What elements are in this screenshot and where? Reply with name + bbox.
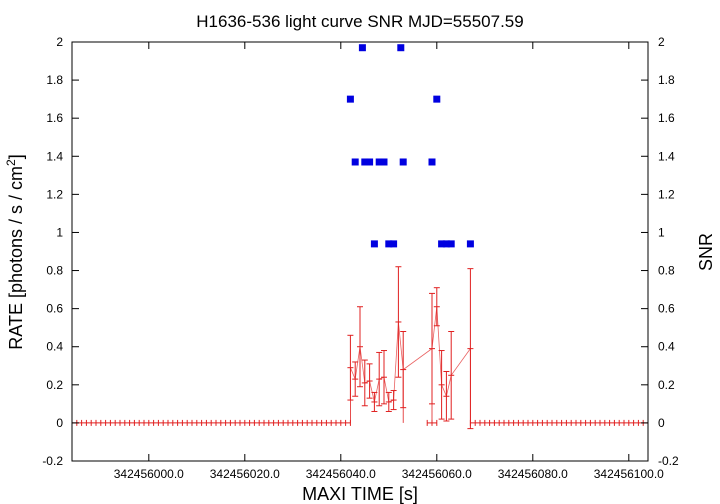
- rate-point: [357, 306, 363, 388]
- snr-point: [428, 158, 436, 166]
- y-tick-label: 1.8: [46, 73, 63, 87]
- y-tick-label: 1.4: [46, 149, 63, 163]
- rate-point: [352, 361, 359, 397]
- y2-axis: -0.2 0 0.2 0.4 0.6 0.8 1 1.2 1.4 1.6 1.8 2: [641, 35, 679, 468]
- plot-frame: [71, 41, 649, 462]
- rate-zero-series: [71, 419, 649, 426]
- plot-area: [71, 44, 649, 430]
- y2-tick-label: 0.8: [658, 264, 675, 278]
- rate-point: [361, 359, 368, 407]
- rate-point: [443, 370, 450, 422]
- snr-point: [366, 158, 374, 166]
- snr-point: [438, 240, 446, 248]
- y2-tick-label: 1: [658, 225, 665, 239]
- snr-point: [433, 95, 441, 103]
- y-tick-label: 0.8: [46, 264, 63, 278]
- x-axis-title: MAXI TIME [s]: [302, 484, 418, 504]
- rate-point: [400, 330, 407, 409]
- snr-point: [358, 44, 366, 52]
- y-tick-label: 0.4: [46, 340, 63, 354]
- y2-tick-label: 1.4: [658, 149, 675, 163]
- y2-axis-title: SNR: [696, 233, 716, 271]
- snr-point: [447, 240, 455, 248]
- x-axis: 342456000.0 342456020.0 342456040.0 3424560…: [114, 42, 664, 481]
- y-axis: -0.2 0 0.2 0.4 0.6 0.8 1 1.2 1.4 1.6 1.8 2: [42, 35, 79, 468]
- y2-tick-label: 1.6: [658, 111, 675, 125]
- snr-point: [399, 158, 407, 166]
- y2-tick-label: 1.2: [658, 187, 675, 201]
- y-tick-label: 0: [56, 416, 63, 430]
- y2-tick-label: -0.2: [658, 454, 679, 468]
- y-tick-label: 1: [56, 225, 63, 239]
- snr-point: [351, 158, 359, 166]
- snr-point: [466, 240, 474, 248]
- rate-point: [448, 330, 455, 420]
- y2-tick-label: 2: [658, 35, 665, 49]
- y-tick-label: 0.2: [46, 378, 63, 392]
- y2-tick-label: 0.4: [658, 340, 675, 354]
- rate-point: [366, 363, 373, 399]
- snr-point: [390, 240, 398, 248]
- snr-point: [385, 240, 393, 248]
- y-axis-title-end: ]: [6, 154, 26, 159]
- rate-point: [395, 266, 402, 378]
- x-tick-label: 342456080.0: [498, 467, 568, 481]
- rate-point: [467, 268, 474, 430]
- y-tick-label: 1.6: [46, 111, 63, 125]
- rate-point: [347, 334, 354, 401]
- rate-point: [376, 351, 383, 407]
- y-axis-title-main: RATE [photons / s / cm: [6, 166, 26, 350]
- y-tick-label: 0.6: [46, 302, 63, 316]
- y-axis-title-superscript: 2: [4, 159, 18, 166]
- y-tick-label: 1.2: [46, 187, 63, 201]
- x-tick-label: 342456000.0: [114, 467, 184, 481]
- y2-tick-label: 0.2: [658, 378, 675, 392]
- y2-tick-label: 0: [658, 416, 665, 430]
- snr-point: [397, 44, 405, 52]
- snr-point: [346, 95, 354, 103]
- snr-point: [380, 158, 388, 166]
- rate-point: [438, 350, 445, 420]
- rate-point: [390, 390, 397, 411]
- rate-point: [381, 350, 387, 405]
- x-tick-label: 342456020.0: [210, 467, 280, 481]
- y-tick-label: 2: [56, 35, 63, 49]
- snr-point: [442, 240, 450, 248]
- x-tick-label: 342456040.0: [306, 467, 376, 481]
- rate-point: [385, 391, 392, 412]
- rate-point: [433, 287, 440, 327]
- snr-point: [370, 240, 378, 248]
- snr-point: [375, 158, 383, 166]
- snr-point: [361, 158, 369, 166]
- rate-line: [350, 306, 471, 403]
- y2-tick-label: 0.6: [658, 302, 675, 316]
- snr-series: [346, 44, 474, 248]
- rate-series: [347, 266, 474, 430]
- rate-point: [371, 391, 378, 412]
- y-tick-label: -0.2: [42, 454, 63, 468]
- x-tick-label: 342456100.0: [594, 467, 664, 481]
- rate-point: [429, 292, 435, 405]
- x-tick-label: 342456060.0: [402, 467, 472, 481]
- chart-title: H1636-536 light curve SNR MJD=55507.59: [196, 12, 523, 31]
- y2-tick-label: 1.8: [658, 73, 675, 87]
- y-axis-title: RATE [photons / s / cm2]: [4, 154, 26, 349]
